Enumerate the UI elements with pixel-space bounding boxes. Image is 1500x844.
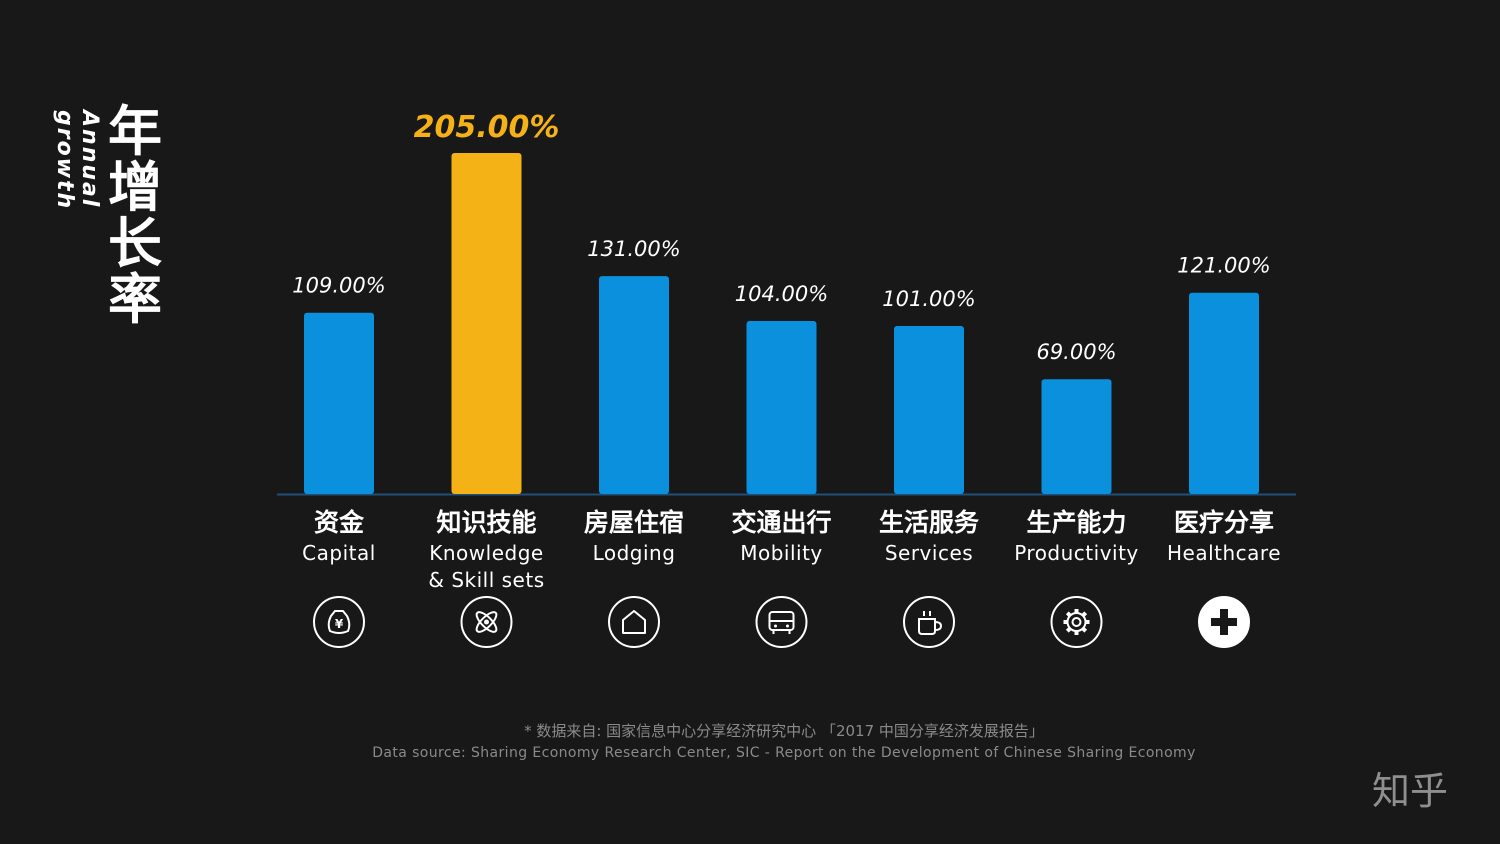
data-label: 131.00% [587, 237, 680, 261]
tick-label-en: & Skill sets [428, 568, 544, 592]
tick-label-en: Productivity [1014, 541, 1139, 565]
data-label: 109.00% [292, 274, 385, 298]
data-label: 121.00% [1177, 254, 1270, 278]
coffee-cup-icon [903, 596, 955, 648]
zhihu-logo: 知乎 [1372, 769, 1449, 813]
bar-services [894, 325, 964, 494]
tick-label-en: Healthcare [1167, 541, 1281, 565]
tick-label-cn: 房屋住宿 [584, 508, 684, 537]
medical-cross-icon [1198, 596, 1250, 648]
house-icon [608, 596, 660, 648]
tick-label-cn: 生产能力 [1026, 508, 1126, 537]
bar-productivity [1041, 379, 1112, 494]
bus-icon [755, 596, 808, 648]
svg-text:¥: ¥ [335, 617, 344, 631]
money-bag-icon: ¥ [313, 596, 365, 648]
tick-label-en: Services [885, 541, 973, 565]
atom-icon [460, 596, 513, 648]
tick-label-cn: 交通出行 [731, 508, 831, 537]
tick-label-cn: 医疗分享 [1174, 508, 1274, 537]
data-label: 104.00% [735, 282, 828, 306]
chart-title-en: Annual growth [52, 110, 102, 211]
tick-label-en: Mobility [740, 541, 823, 565]
chart-title-cn: 年增长率 [108, 100, 162, 331]
gear-icon [1050, 596, 1103, 648]
tick-label-cn: 资金 [314, 508, 365, 537]
bar-mobility [746, 321, 817, 494]
tick-label-cn: 知识技能 [436, 508, 536, 537]
tick-label-en: Knowledge [429, 541, 543, 565]
bar-capital [304, 312, 374, 494]
bar-healthcare [1189, 292, 1259, 494]
bar-knowledge-skill-sets [451, 153, 522, 494]
data-label: 101.00% [882, 287, 975, 311]
tick-label-en: Lodging [593, 541, 676, 565]
bar-lodging [599, 276, 669, 494]
data-label: 69.00% [1036, 340, 1116, 364]
data-source-en: Data source: Sharing Economy Research Ce… [372, 745, 1196, 761]
data-label: 205.00% [414, 110, 560, 145]
data-source-cn: * 数据来自: 国家信息中心分享经济研究中心 「2017 中国分享经济发展报告」 [524, 722, 1044, 740]
tick-label-en: Capital [302, 541, 376, 565]
tick-label-cn: 生活服务 [879, 508, 979, 537]
